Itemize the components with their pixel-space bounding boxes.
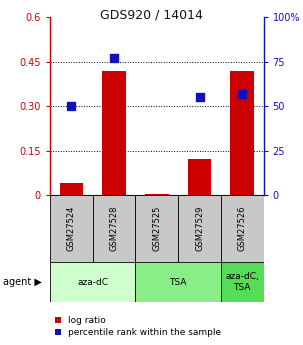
Text: aza-dC: aza-dC xyxy=(77,277,108,287)
Text: aza-dC,
TSA: aza-dC, TSA xyxy=(225,272,259,292)
Bar xyxy=(50,195,93,262)
Text: GSM27524: GSM27524 xyxy=(67,206,76,251)
Point xyxy=(69,104,74,109)
Text: GSM27529: GSM27529 xyxy=(195,206,204,251)
Bar xyxy=(188,159,211,195)
Text: agent ▶: agent ▶ xyxy=(3,277,42,287)
Bar xyxy=(178,195,221,262)
Point xyxy=(197,95,202,100)
Text: TSA: TSA xyxy=(169,277,187,287)
Text: GSM27528: GSM27528 xyxy=(110,206,118,251)
Bar xyxy=(221,262,264,302)
Text: GSM27525: GSM27525 xyxy=(152,206,161,251)
Bar xyxy=(231,71,254,195)
Bar xyxy=(221,195,264,262)
Bar xyxy=(135,262,221,302)
Bar xyxy=(60,183,83,195)
Text: GDS920 / 14014: GDS920 / 14014 xyxy=(100,9,203,22)
Bar xyxy=(102,71,126,195)
Bar xyxy=(50,262,135,302)
Bar xyxy=(145,194,168,195)
Text: GSM27526: GSM27526 xyxy=(238,206,247,251)
Bar xyxy=(135,195,178,262)
Point xyxy=(112,55,117,61)
Bar xyxy=(93,195,135,262)
Legend: log ratio, percentile rank within the sample: log ratio, percentile rank within the sa… xyxy=(55,316,221,337)
Point xyxy=(240,91,245,96)
